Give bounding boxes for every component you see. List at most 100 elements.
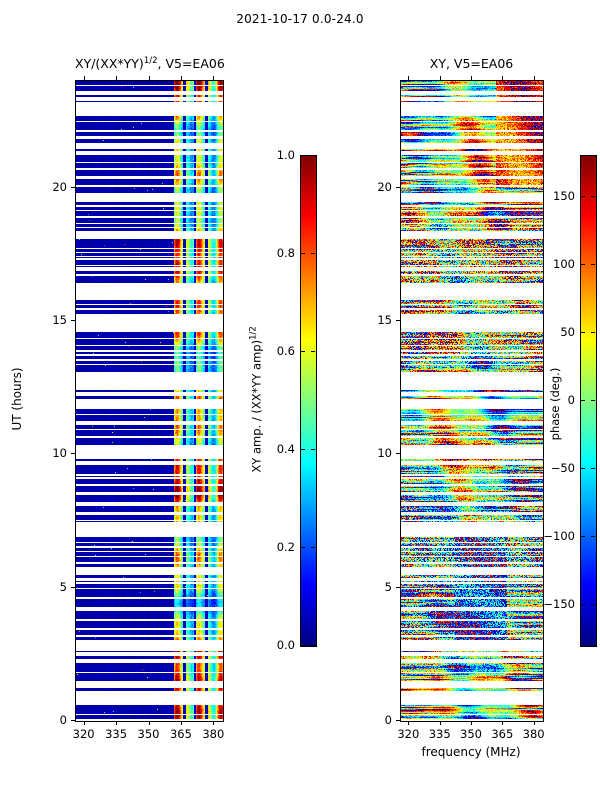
x-tick-label: 365 <box>491 727 514 741</box>
y-tick-label: 20 <box>377 179 392 194</box>
y-tick-mark <box>71 453 75 455</box>
x-tick-mark <box>408 721 410 725</box>
colorbar-tick-mark <box>591 195 595 197</box>
colorbar-tick-mark <box>311 547 315 548</box>
colorbar-tick-mark <box>311 449 315 450</box>
x-tick-mark-top <box>148 76 150 80</box>
right-colorbar[interactable] <box>580 155 597 647</box>
colorbar-tick-label: 1.0 <box>276 148 295 162</box>
y-tick-label: 15 <box>52 313 67 327</box>
x-tick-mark-top <box>439 76 441 80</box>
right-colorbar-label: phase (deg.) <box>548 367 562 441</box>
colorbar-tick-mark-left <box>581 604 585 606</box>
x-tick-mark <box>148 721 150 725</box>
colorbar-tick-mark-left <box>301 449 305 450</box>
colorbar-tick-mark <box>591 331 595 333</box>
y-tick-mark <box>396 186 400 188</box>
right-heatmap-image <box>401 81 543 721</box>
x-tick-label: 350 <box>137 727 160 741</box>
y-tick-mark <box>71 586 75 588</box>
colorbar-tick-mark <box>311 155 315 156</box>
right-panel-title: XY, V5=EA06 <box>429 56 514 71</box>
colorbar-tick-label: 150 <box>553 188 575 203</box>
x-tick-label: 335 <box>428 727 451 741</box>
colorbar-tick-mark-left <box>301 547 305 548</box>
x-tick-mark-top <box>408 76 410 80</box>
x-tick-mark <box>471 721 472 725</box>
y-tick-label: 5 <box>384 579 392 594</box>
colorbar-tick-label: 0.6 <box>276 344 295 358</box>
x-tick-label: 320 <box>72 727 95 741</box>
right-heatmap-axes[interactable] <box>400 80 544 722</box>
x-tick-mark-top <box>471 76 472 80</box>
left-colorbar-label-base: XY amp. / (XX*YY amp) <box>249 339 264 473</box>
colorbar-tick-mark <box>311 351 315 352</box>
x-tick-mark <box>83 721 85 725</box>
x-tick-mark <box>533 721 535 725</box>
colorbar-tick-mark-left <box>581 331 585 333</box>
colorbar-tick-label: 100 <box>553 256 575 271</box>
colorbar-tick-mark-left <box>301 253 305 254</box>
y-tick-label: 10 <box>377 446 392 461</box>
colorbar-tick-mark-left <box>581 468 585 470</box>
x-tick-mark-top <box>180 76 182 80</box>
x-tick-label: 320 <box>397 727 420 741</box>
x-tick-mark <box>439 721 441 725</box>
right-colorbar-label-clip: phase (deg.) <box>545 330 565 480</box>
colorbar-tick-mark-left <box>301 351 305 352</box>
x-tick-mark-top <box>502 76 504 80</box>
x-tick-mark-top <box>533 76 535 80</box>
y-tick-mark <box>396 453 400 455</box>
left-heatmap-axes[interactable] <box>75 80 224 722</box>
y-tick-mark <box>71 720 75 721</box>
colorbar-tick-label: 0.0 <box>276 638 295 652</box>
figure-suptitle: 2021-10-17 0.0-24.0 <box>236 12 364 26</box>
left-colorbar-label: XY amp. / (XX*YY amp)1/2 <box>249 279 264 519</box>
y-tick-mark <box>396 720 400 721</box>
x-tick-label: 335 <box>105 727 128 741</box>
left-panel-title-base: XY/(XX*YY) <box>75 56 144 72</box>
y-tick-mark <box>396 586 400 588</box>
shared-xlabel: frequency (MHz) <box>421 745 521 759</box>
y-tick-label: 0 <box>59 713 67 727</box>
left-panel-title-suffix: , V5=EA06 <box>157 56 225 72</box>
left-colorbar-label-exponent: 1/2 <box>248 326 259 340</box>
right-colorbar-gradient <box>581 156 596 646</box>
y-tick-label: 0 <box>384 713 392 727</box>
y-tick-mark <box>71 186 75 188</box>
y-tick-label: 20 <box>52 179 67 194</box>
y-tick-label: 5 <box>59 579 67 594</box>
left-colorbar[interactable] <box>300 155 317 647</box>
colorbar-tick-mark <box>311 645 315 646</box>
x-tick-label: 380 <box>202 727 225 741</box>
x-tick-mark <box>116 721 118 725</box>
colorbar-tick-mark <box>591 263 595 265</box>
colorbar-tick-mark-left <box>581 400 585 401</box>
left-panel-ylabel: UT (hours) <box>10 367 24 431</box>
colorbar-tick-label: −150 <box>543 597 575 612</box>
left-heatmap-image <box>76 81 223 721</box>
colorbar-tick-mark <box>591 604 595 606</box>
colorbar-tick-mark <box>591 468 595 470</box>
colorbar-tick-label: 0.4 <box>276 442 295 456</box>
left-panel-title-exponent: 1/2 <box>143 56 158 66</box>
x-tick-label: 365 <box>169 727 192 741</box>
x-tick-mark <box>180 721 182 725</box>
x-tick-label: 380 <box>522 727 545 741</box>
y-tick-label: 15 <box>377 313 392 327</box>
colorbar-tick-mark <box>311 253 315 254</box>
colorbar-tick-label: 0 <box>567 393 575 407</box>
colorbar-tick-label: 0.2 <box>276 540 295 554</box>
colorbar-tick-mark <box>591 400 595 401</box>
colorbar-tick-label: 0.8 <box>276 246 295 260</box>
y-tick-mark <box>71 320 75 321</box>
colorbar-tick-mark-left <box>301 645 305 646</box>
colorbar-tick-mark <box>591 536 595 538</box>
colorbar-tick-label: 50 <box>560 324 575 339</box>
left-colorbar-gradient <box>301 156 316 646</box>
left-panel-title: XY/(XX*YY)1/2, V5=EA06 <box>75 56 225 72</box>
colorbar-tick-mark-left <box>581 195 585 197</box>
x-tick-mark-top <box>116 76 118 80</box>
colorbar-tick-label: −100 <box>543 529 575 544</box>
